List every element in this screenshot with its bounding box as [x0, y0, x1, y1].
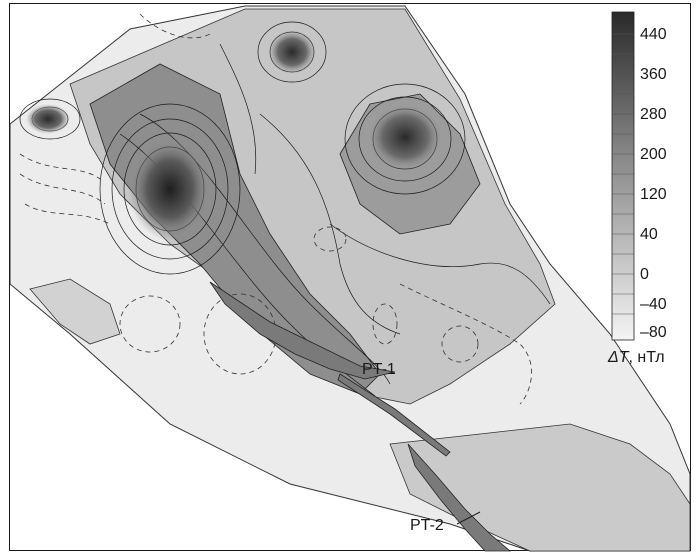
colorbar-tick-120: 120 [640, 186, 667, 203]
map-frame: PT-1 PT-2 440 360 280 200 120 40 0 –40 –… [9, 3, 691, 552]
anomaly-max-northwest [26, 104, 70, 134]
label-rt2: PT-2 [410, 517, 444, 534]
colorbar-tick-neg40: –40 [640, 296, 667, 313]
colorbar-unit-symbol: ΔT [607, 349, 630, 366]
intrusion-rt1 [209, 281, 396, 380]
intrusion-rt1-tail [337, 373, 451, 457]
label-rt1: PT-1 [362, 361, 396, 378]
colorbar-tick-200: 200 [640, 146, 667, 163]
colorbar-gradient [611, 11, 635, 341]
colorbar-bands [612, 33, 634, 315]
colorbar-tick-280: 280 [640, 106, 667, 123]
colorbar-tick-0: 0 [640, 266, 649, 283]
colorbar-tick-40: 40 [640, 226, 658, 243]
anomaly-zone-west [29, 278, 121, 345]
leader-rt2 [456, 511, 481, 525]
colorbar-unit: ΔT, нТл [607, 349, 665, 366]
colorbar-tick-neg80: –80 [640, 324, 667, 341]
anomaly-max-west [128, 137, 212, 241]
colorbar-tick-360: 360 [640, 66, 667, 83]
colorbar: 440 360 280 200 120 40 0 –40 –80 ΔT, нТл [607, 11, 667, 366]
colorbar-tick-440: 440 [640, 26, 667, 43]
anomaly-max-east [367, 103, 443, 171]
magnetic-anomaly-map: PT-1 PT-2 440 360 280 200 120 40 0 –40 –… [9, 5, 691, 552]
anomaly-max-north [268, 30, 316, 74]
colorbar-unit-text: , нТл [629, 349, 665, 366]
intrusion-rt2 [407, 443, 512, 552]
